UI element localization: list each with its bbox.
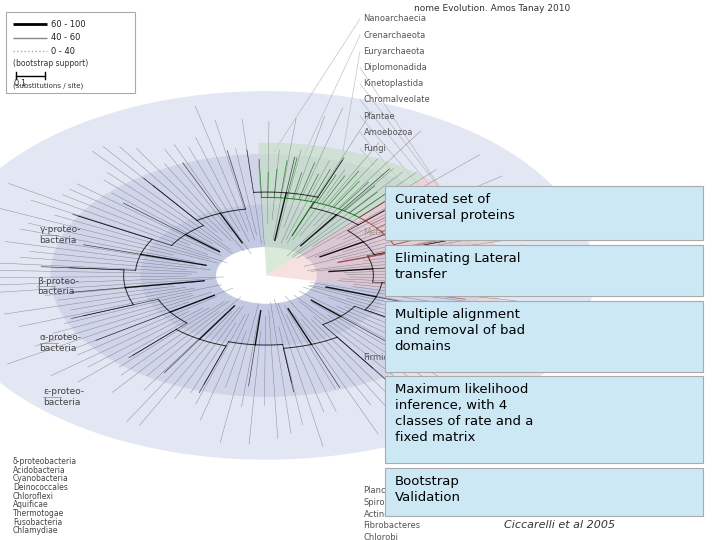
Polygon shape xyxy=(258,143,424,275)
Text: Spirochaetes: Spirochaetes xyxy=(364,498,418,507)
Text: Fungi: Fungi xyxy=(364,144,387,153)
Text: ε-proteo-
bacteria: ε-proteo- bacteria xyxy=(43,387,84,407)
Ellipse shape xyxy=(216,247,317,303)
Text: β-proteo-
bacteria: β-proteo- bacteria xyxy=(37,276,79,296)
Text: Multiple alignment
and removal of bad
domains: Multiple alignment and removal of bad do… xyxy=(395,308,525,353)
Text: Ciccarelli et al 2005: Ciccarelli et al 2005 xyxy=(504,520,615,530)
Text: Eliminating Lateral
transfer: Eliminating Lateral transfer xyxy=(395,252,520,281)
Text: (bootstrap support): (bootstrap support) xyxy=(13,59,89,68)
FancyBboxPatch shape xyxy=(385,186,703,240)
Text: Bootstrap
Validation: Bootstrap Validation xyxy=(395,475,461,504)
Text: 0 - 40: 0 - 40 xyxy=(51,47,75,56)
Text: γ-proteo-
bacteria: γ-proteo- bacteria xyxy=(40,225,81,245)
Text: Maximum likelihood
inference, with 4
classes of rate and a
fixed matrix: Maximum likelihood inference, with 4 cla… xyxy=(395,383,533,444)
Text: (substitutions / site): (substitutions / site) xyxy=(13,82,84,89)
Text: Planctomycetes: Planctomycetes xyxy=(364,486,431,495)
FancyBboxPatch shape xyxy=(385,245,703,296)
Text: Fibrobacteres: Fibrobacteres xyxy=(364,522,420,530)
Text: 0.1: 0.1 xyxy=(14,79,27,88)
Text: Euryarchaeota: Euryarchaeota xyxy=(364,47,425,56)
Text: Kinetoplastida: Kinetoplastida xyxy=(364,79,424,88)
Text: Thermotogae: Thermotogae xyxy=(13,509,64,518)
Polygon shape xyxy=(266,177,503,303)
FancyBboxPatch shape xyxy=(385,376,703,463)
Text: 40 - 60: 40 - 60 xyxy=(51,33,81,42)
Text: Fusobacteria: Fusobacteria xyxy=(13,518,62,526)
Text: 60 - 100: 60 - 100 xyxy=(51,20,86,29)
Text: Actinobacteria: Actinobacteria xyxy=(364,510,425,518)
FancyBboxPatch shape xyxy=(6,12,135,93)
FancyBboxPatch shape xyxy=(385,468,703,516)
Text: α-proteo-
bacteria: α-proteo- bacteria xyxy=(40,333,82,353)
Text: Plantae: Plantae xyxy=(364,112,395,120)
Text: Curated set of
universal proteins: Curated set of universal proteins xyxy=(395,193,514,222)
Text: Firmicutes: Firmicutes xyxy=(364,353,407,362)
Text: Crenarchaeota: Crenarchaeota xyxy=(364,31,426,39)
Text: Aquificae: Aquificae xyxy=(13,501,48,509)
Text: Chloroflexi: Chloroflexi xyxy=(13,492,54,501)
Text: Chlorobi: Chlorobi xyxy=(364,534,399,540)
Text: Diplomonadida: Diplomonadida xyxy=(364,63,428,72)
Ellipse shape xyxy=(50,154,482,397)
FancyBboxPatch shape xyxy=(385,301,703,372)
Text: δ-proteobacteria: δ-proteobacteria xyxy=(13,457,77,466)
Text: nome Evolution. Amos Tanay 2010: nome Evolution. Amos Tanay 2010 xyxy=(414,4,570,13)
Text: Cyanobacteria: Cyanobacteria xyxy=(13,475,68,483)
Text: Chromalveolate: Chromalveolate xyxy=(364,96,431,104)
Text: Chlamydiae: Chlamydiae xyxy=(13,526,58,535)
Text: Acidobacteria: Acidobacteria xyxy=(13,466,66,475)
Ellipse shape xyxy=(140,205,392,346)
Text: Amoebozoa: Amoebozoa xyxy=(364,128,413,137)
Text: Nanoarchaecia: Nanoarchaecia xyxy=(364,15,426,23)
Ellipse shape xyxy=(0,91,594,460)
Text: Metazoa: Metazoa xyxy=(364,228,399,237)
Text: Deinococcales: Deinococcales xyxy=(13,483,68,492)
